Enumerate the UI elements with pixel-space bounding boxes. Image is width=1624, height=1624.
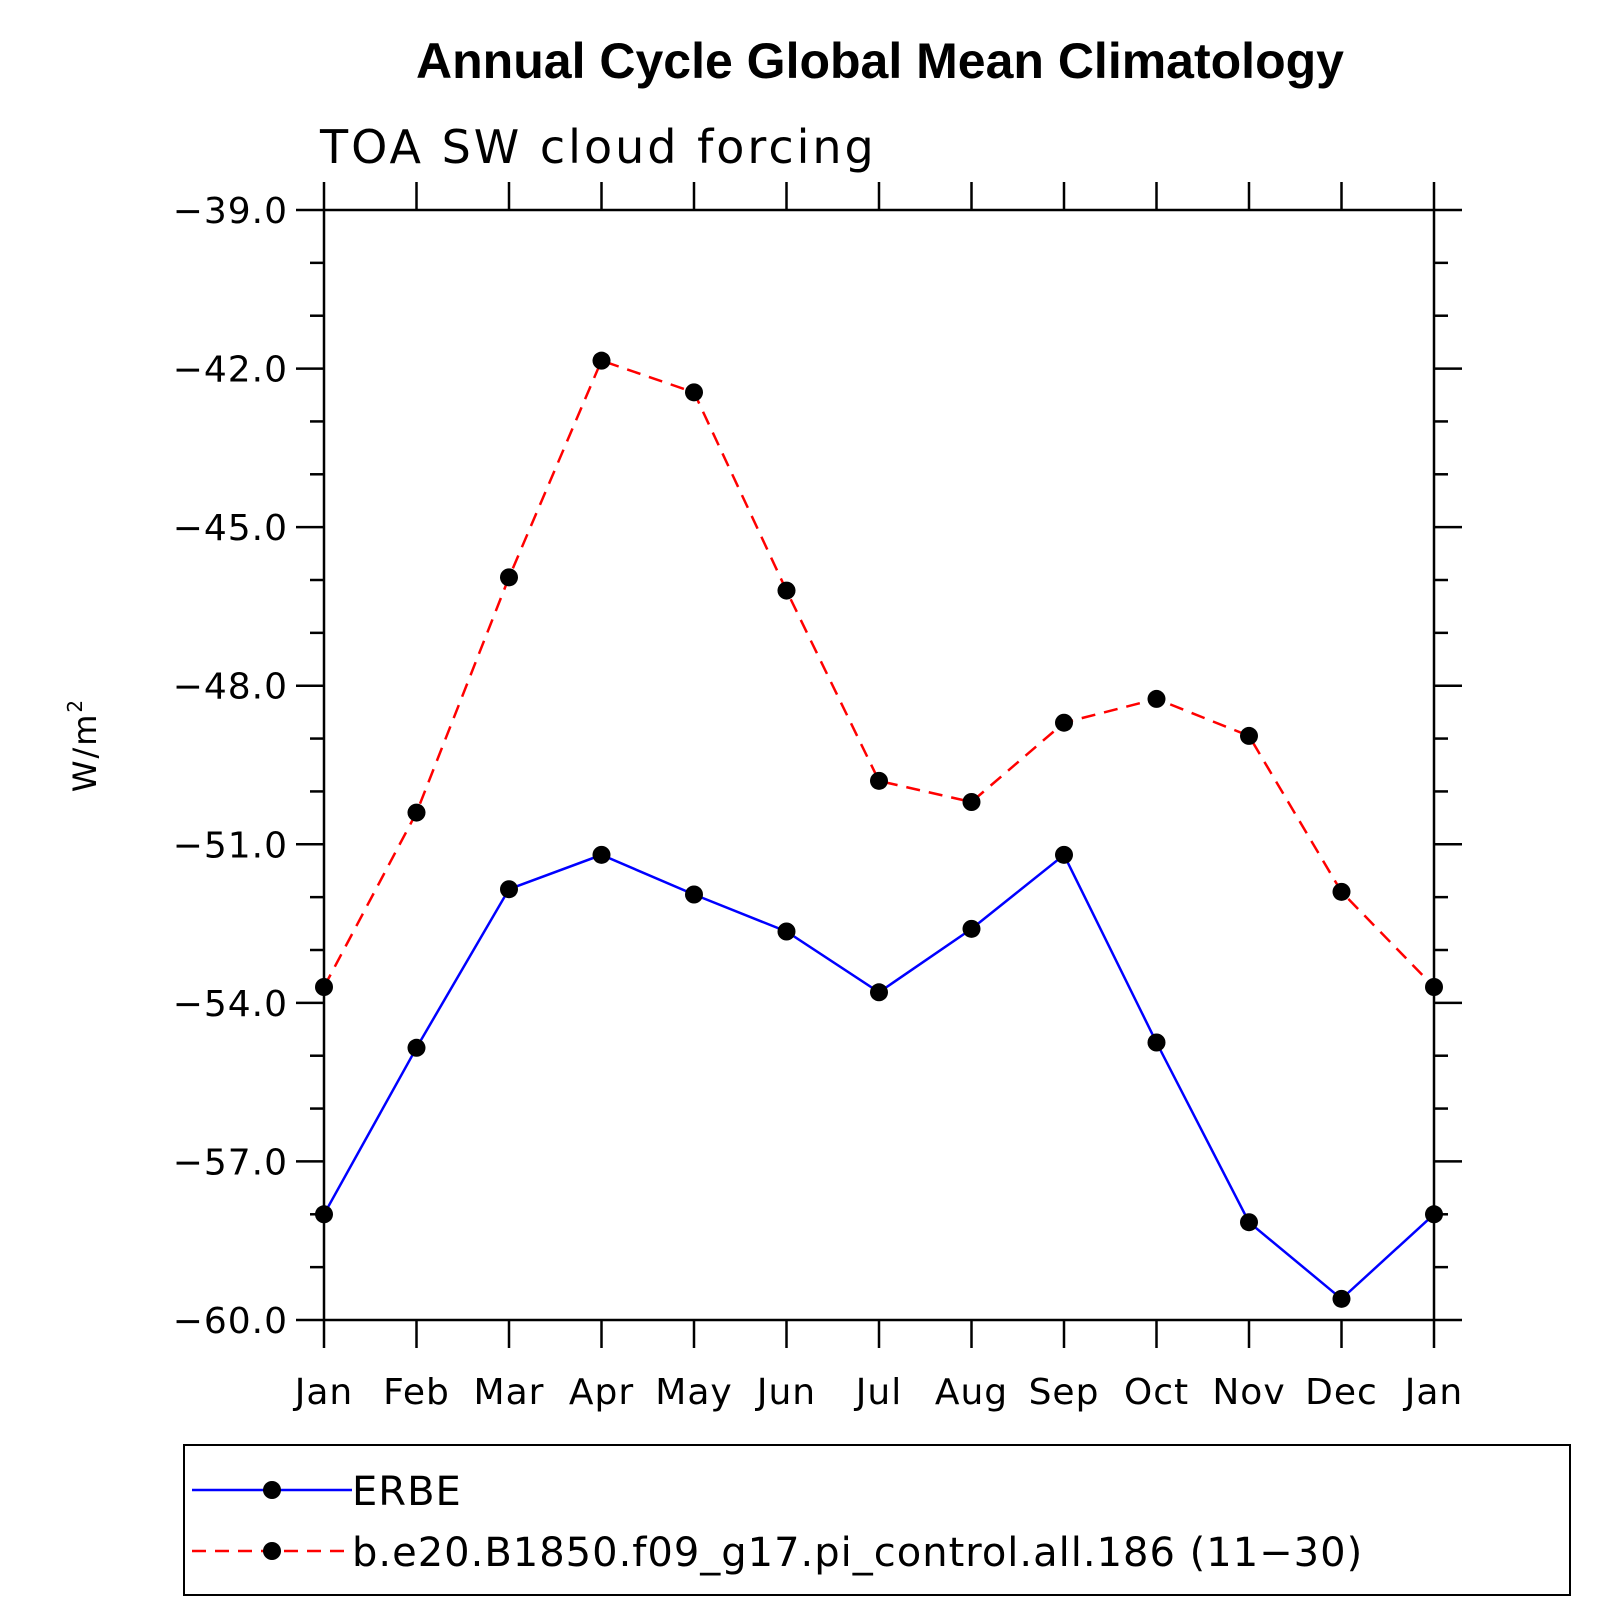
data-point-series-1 (592, 351, 611, 370)
y-tick-label: −42.0 (173, 350, 288, 391)
data-point-series-1 (777, 581, 796, 600)
series-markers (315, 351, 1443, 1308)
data-point-series-1 (1425, 978, 1443, 996)
series-line-0 (322, 852, 1435, 1301)
data-point-series-0 (1055, 845, 1073, 864)
y-tick-label: −57.0 (173, 1142, 288, 1183)
x-axis: Jan Feb Mar Apr May Jun Jul Aug Sep Oct Nov Dec Jan (293, 182, 1464, 1413)
data-point-series-1 (1055, 713, 1073, 732)
data-point-series-0 (685, 885, 703, 904)
y-axis: −39.0 −42.0 −45.0 −48.0 −51.0 −54.0 −57.0 −60.0 (173, 191, 1462, 1342)
data-point-series-0 (407, 1038, 426, 1057)
x-tick-label: Aug (935, 1372, 1008, 1413)
data-point-series-1 (500, 568, 518, 587)
data-point-series-1 (870, 771, 888, 790)
data-point-series-1 (315, 978, 333, 996)
legend: ERBE b.e20.B1850.f09_g17.pi_control.all.… (183, 1444, 1571, 1596)
chart-title: Annual Cycle Global Mean Climatology (416, 33, 1344, 89)
x-tick-label: Feb (383, 1372, 450, 1413)
data-point-series-0 (1425, 1205, 1443, 1224)
y-axis-label-exponent: 2 (63, 698, 87, 713)
data-point-series-0 (777, 922, 796, 941)
data-point-series-0 (1240, 1213, 1258, 1232)
data-point-series-1 (962, 793, 981, 811)
x-tick-label: Jan (293, 1372, 354, 1413)
x-tick-label: Mar (474, 1372, 545, 1413)
x-tick-label: Dec (1305, 1372, 1378, 1413)
x-tick-label: May (655, 1372, 732, 1413)
data-point-series-0 (870, 983, 888, 1002)
data-point-series-0 (315, 1205, 333, 1224)
data-point-series-0 (592, 845, 611, 864)
x-tick-label: Sep (1029, 1372, 1100, 1413)
data-point-series-0 (1332, 1289, 1351, 1308)
series-line-1 (322, 359, 1435, 988)
x-tick-label: Jun (755, 1372, 816, 1413)
x-tick-label: Apr (569, 1372, 634, 1413)
data-point-series-1 (407, 803, 426, 822)
x-tick-label: Nov (1212, 1372, 1285, 1413)
y-tick-label: −51.0 (173, 825, 288, 866)
y-tick-label: −60.0 (173, 1301, 288, 1342)
data-point-series-0 (500, 880, 518, 899)
y-axis-label: W/m2 (63, 698, 104, 792)
data-point-series-1 (1240, 726, 1258, 745)
y-tick-label: −39.0 (173, 191, 288, 232)
legend-label-model: b.e20.B1850.f09_g17.pi_control.all.186 (… (352, 1530, 1363, 1576)
y-tick-label: −45.0 (173, 508, 288, 549)
data-point-series-0 (962, 919, 981, 938)
y-tick-label: −48.0 (173, 667, 288, 708)
x-tick-label: Jul (854, 1372, 902, 1413)
chart-subtitle: TOA SW cloud forcing (319, 120, 877, 174)
data-point-series-1 (1332, 882, 1351, 901)
data-point-series-0 (1147, 1033, 1166, 1052)
x-tick-label: Jan (1403, 1372, 1464, 1413)
legend-label-erbe: ERBE (352, 1469, 462, 1515)
series-lines (322, 359, 1435, 1301)
data-point-series-1 (685, 383, 703, 402)
y-tick-label: −54.0 (173, 984, 288, 1025)
x-tick-label: Oct (1124, 1372, 1189, 1413)
y-axis-label-unit: W/m (66, 713, 104, 793)
legend-box (183, 1444, 1571, 1596)
legend-marker-model (263, 1542, 281, 1560)
data-point-series-1 (1147, 689, 1166, 708)
legend-marker-erbe (263, 1481, 281, 1499)
